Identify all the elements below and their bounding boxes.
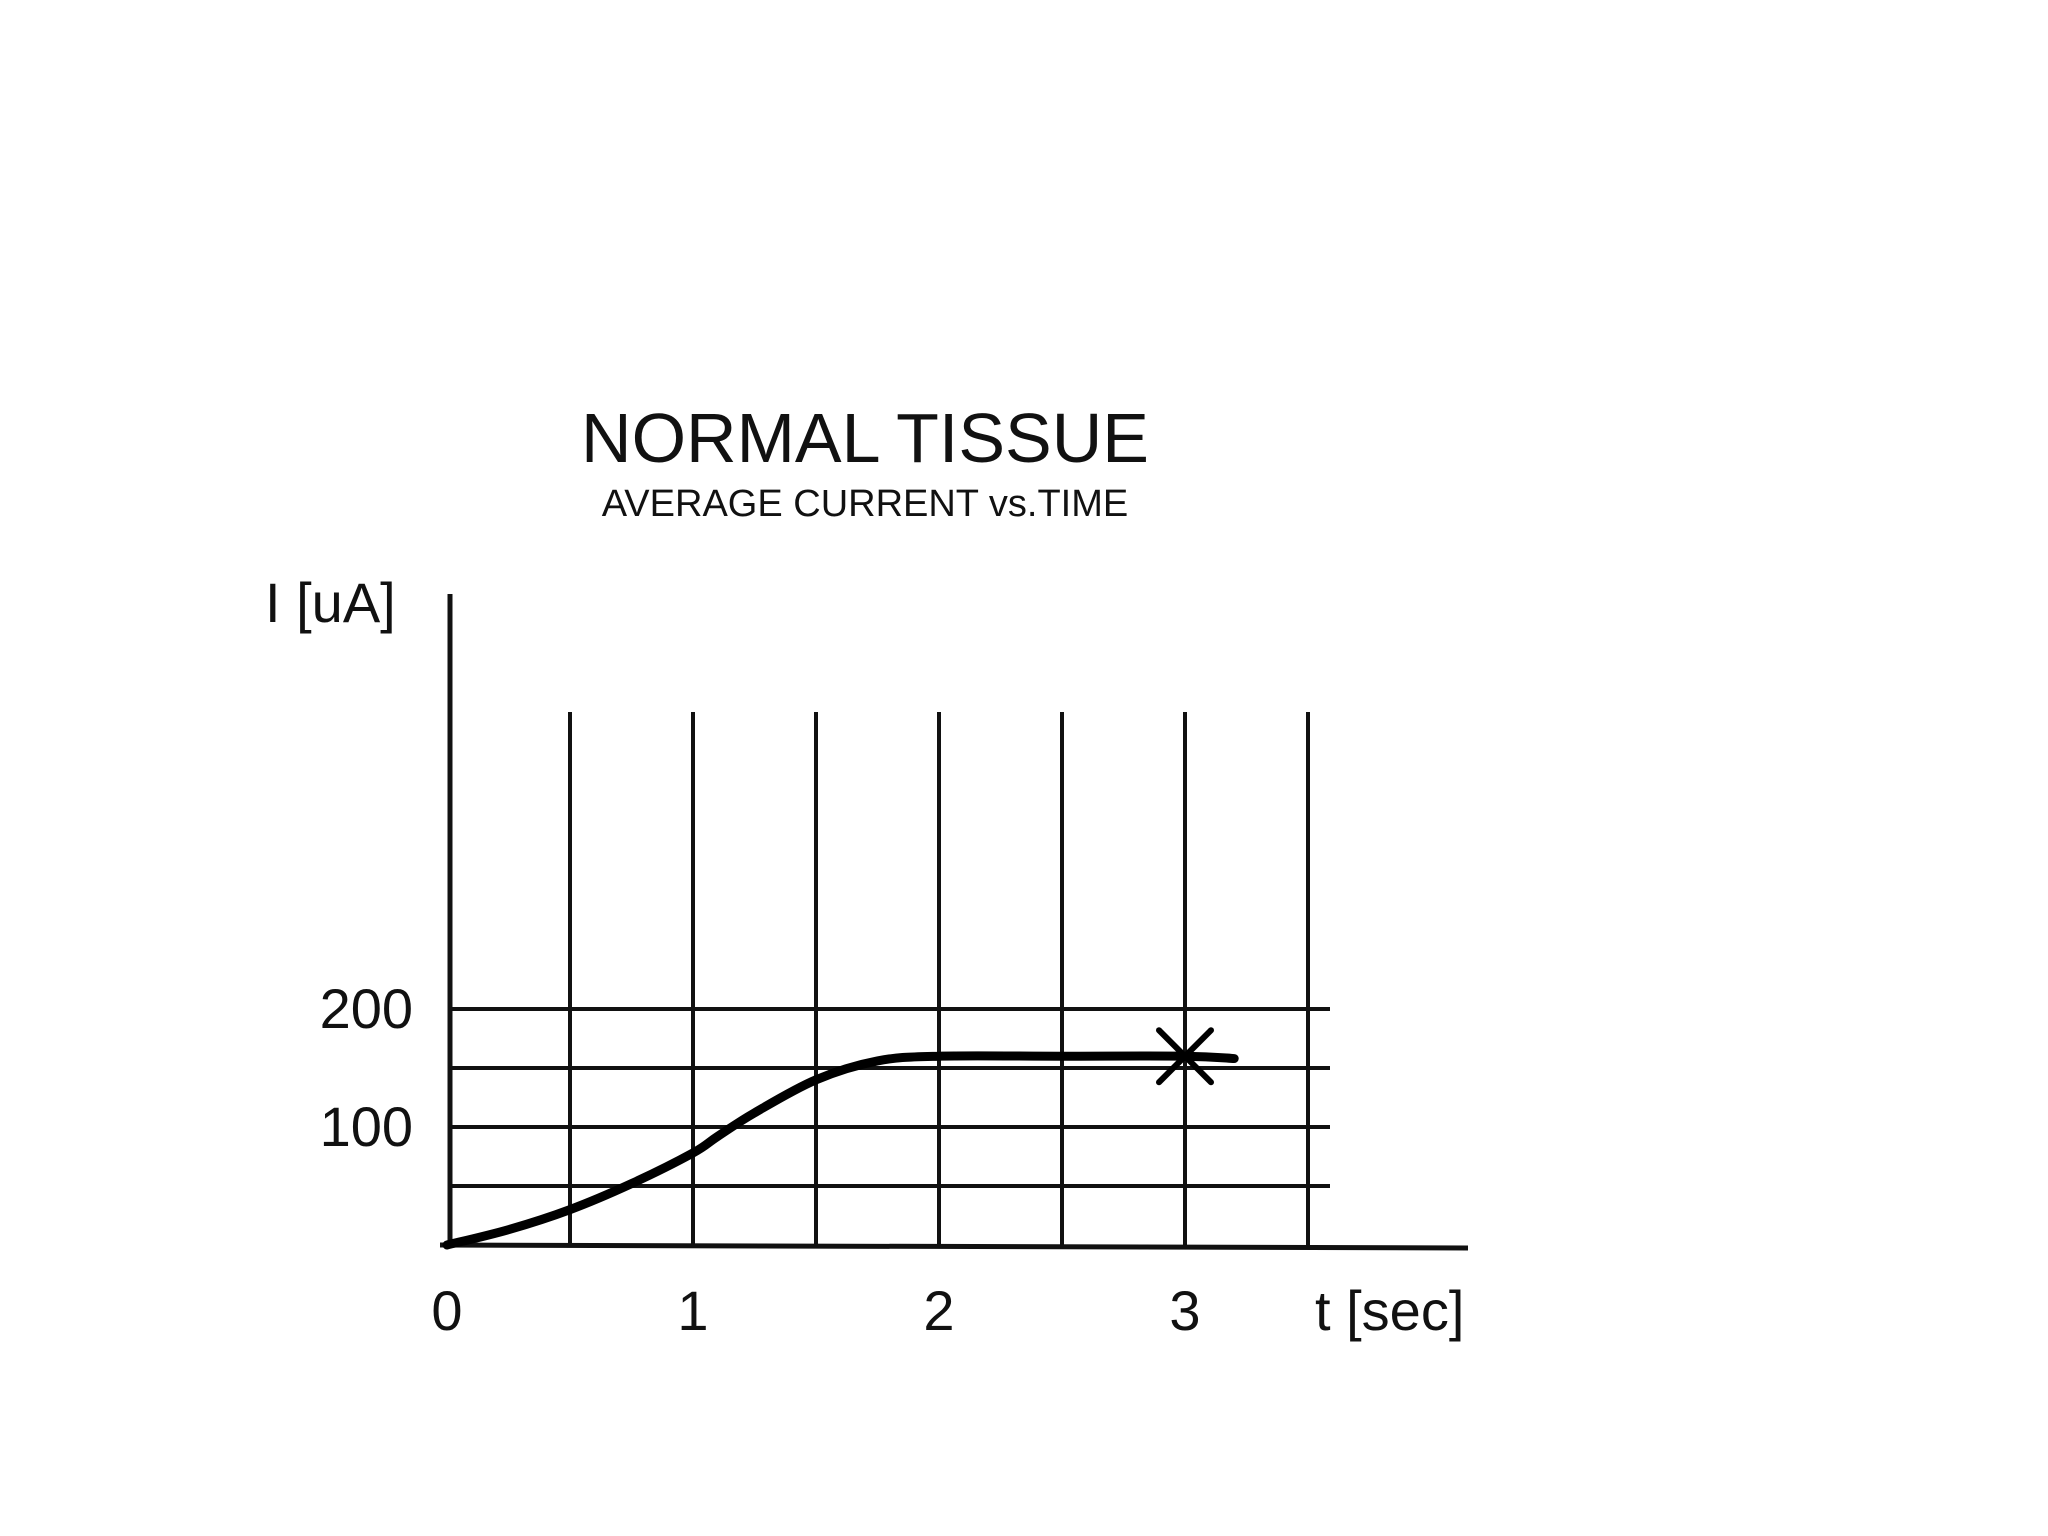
axes <box>439 594 1469 1251</box>
y-tick-label: 100 <box>320 1095 413 1158</box>
annotations <box>1156 1027 1214 1086</box>
chart-subtitle: AVERAGE CURRENT vs.TIME <box>602 483 1128 525</box>
tick-labels: 0 1 2 3 200 100 <box>320 977 1201 1342</box>
x-tick-label: 0 <box>431 1279 462 1342</box>
x-tick-label: 1 <box>677 1279 708 1342</box>
series-line <box>442 1051 1239 1250</box>
grid <box>450 712 1330 1245</box>
x-axis-label: t [sec] <box>1315 1279 1464 1342</box>
x-axis-line <box>439 1242 1469 1251</box>
x-tick-label: 2 <box>923 1279 954 1342</box>
x-marker-stroke <box>1156 1027 1214 1086</box>
x-marker <box>1156 1027 1214 1086</box>
x-tick-label: 3 <box>1169 1279 1200 1342</box>
chart-title: NORMAL TISSUE <box>581 399 1149 477</box>
y-tick-label: 200 <box>320 977 413 1040</box>
series-layer <box>442 1051 1239 1250</box>
y-axis-label: I [uA] <box>265 571 396 634</box>
